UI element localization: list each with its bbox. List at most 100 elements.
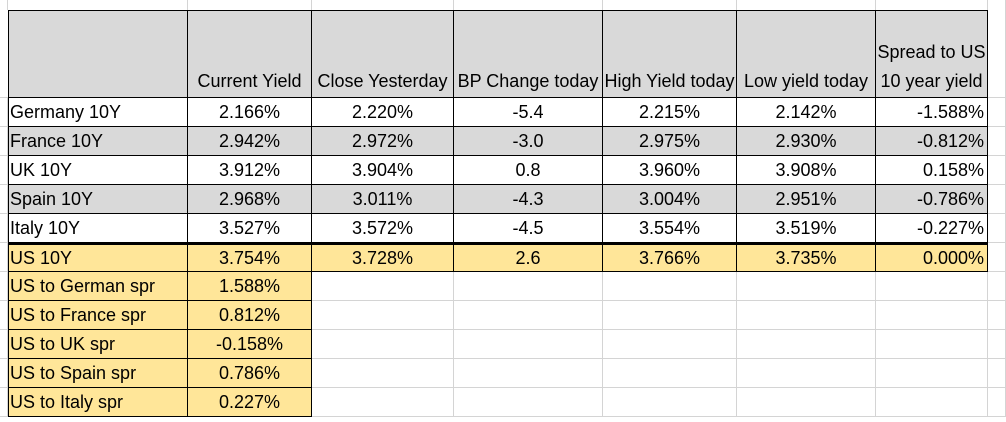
empty-cell[interactable]	[737, 388, 876, 417]
empty-cell[interactable]	[454, 388, 603, 417]
empty-cell[interactable]	[988, 185, 1006, 214]
current-yield-cell[interactable]: 2.942%	[188, 127, 312, 156]
empty-cell[interactable]	[312, 330, 454, 359]
empty-cell[interactable]	[0, 127, 8, 156]
spread-label-cell[interactable]: US to German spr	[8, 272, 188, 301]
empty-cell[interactable]	[312, 388, 454, 417]
low-yield-cell[interactable]: 2.142%	[737, 98, 876, 127]
empty-cell[interactable]	[737, 301, 876, 330]
header-cell-bp-change[interactable]: BP Change today	[454, 10, 603, 98]
spread-value-cell[interactable]: 0.227%	[188, 388, 312, 417]
high-yield-cell[interactable]: 3.554%	[603, 214, 737, 243]
empty-cell[interactable]	[0, 330, 8, 359]
empty-cell[interactable]	[988, 98, 1006, 127]
empty-cell[interactable]	[0, 388, 8, 417]
spread-cell[interactable]: -1.588%	[876, 98, 988, 127]
bp-change-cell[interactable]: -4.5	[454, 214, 603, 243]
empty-cell[interactable]	[0, 156, 8, 185]
high-yield-cell[interactable]: 2.975%	[603, 127, 737, 156]
empty-cell[interactable]	[988, 388, 1006, 417]
header-cell-high-yield[interactable]: High Yield today	[603, 10, 737, 98]
close-yesterday-cell[interactable]: 3.904%	[312, 156, 454, 185]
empty-cell[interactable]	[454, 0, 603, 10]
header-cell-low-yield[interactable]: Low yield today	[737, 10, 876, 98]
empty-cell[interactable]	[0, 185, 8, 214]
empty-cell[interactable]	[454, 301, 603, 330]
empty-cell[interactable]	[988, 127, 1006, 156]
us-close-yesterday-cell[interactable]: 3.728%	[312, 243, 454, 272]
current-yield-cell[interactable]: 2.968%	[188, 185, 312, 214]
empty-cell[interactable]	[876, 0, 988, 10]
header-cell-close-yesterday[interactable]: Close Yesterday	[312, 10, 454, 98]
empty-cell[interactable]	[737, 0, 876, 10]
empty-cell[interactable]	[876, 272, 988, 301]
empty-cell[interactable]	[312, 359, 454, 388]
us-low-yield-cell[interactable]: 3.735%	[737, 243, 876, 272]
empty-cell[interactable]	[876, 301, 988, 330]
row-name-cell[interactable]: UK 10Y	[8, 156, 188, 185]
bp-change-cell[interactable]: -3.0	[454, 127, 603, 156]
close-yesterday-cell[interactable]: 2.972%	[312, 127, 454, 156]
empty-cell[interactable]	[0, 0, 8, 10]
empty-cell[interactable]	[0, 214, 8, 243]
low-yield-cell[interactable]: 3.519%	[737, 214, 876, 243]
low-yield-cell[interactable]: 2.930%	[737, 127, 876, 156]
spread-label-cell[interactable]: US to Italy spr	[8, 388, 188, 417]
empty-cell[interactable]	[988, 301, 1006, 330]
spread-cell[interactable]: -0.227%	[876, 214, 988, 243]
low-yield-cell[interactable]: 2.951%	[737, 185, 876, 214]
empty-cell[interactable]	[454, 359, 603, 388]
us-name-cell[interactable]: US 10Y	[8, 243, 188, 272]
empty-cell[interactable]	[603, 330, 737, 359]
empty-cell[interactable]	[737, 272, 876, 301]
empty-cell[interactable]	[0, 272, 8, 301]
us-high-yield-cell[interactable]: 3.766%	[603, 243, 737, 272]
empty-cell[interactable]	[603, 272, 737, 301]
current-yield-cell[interactable]: 3.912%	[188, 156, 312, 185]
low-yield-cell[interactable]: 3.908%	[737, 156, 876, 185]
empty-cell[interactable]	[876, 388, 988, 417]
spread-value-cell[interactable]: 0.812%	[188, 301, 312, 330]
empty-cell[interactable]	[988, 0, 1006, 10]
spread-label-cell[interactable]: US to Spain spr	[8, 359, 188, 388]
empty-cell[interactable]	[188, 0, 312, 10]
spread-cell[interactable]: 0.158%	[876, 156, 988, 185]
high-yield-cell[interactable]: 3.960%	[603, 156, 737, 185]
empty-cell[interactable]	[876, 330, 988, 359]
empty-cell[interactable]	[0, 301, 8, 330]
empty-cell[interactable]	[988, 272, 1006, 301]
empty-cell[interactable]	[737, 359, 876, 388]
current-yield-cell[interactable]: 3.527%	[188, 214, 312, 243]
empty-cell[interactable]	[988, 214, 1006, 243]
empty-cell[interactable]	[988, 156, 1006, 185]
empty-cell[interactable]	[0, 10, 8, 98]
spread-value-cell[interactable]: 0.786%	[188, 359, 312, 388]
row-name-cell[interactable]: Italy 10Y	[8, 214, 188, 243]
high-yield-cell[interactable]: 2.215%	[603, 98, 737, 127]
header-cell-name[interactable]	[8, 10, 188, 98]
bp-change-cell[interactable]: -4.3	[454, 185, 603, 214]
empty-cell[interactable]	[0, 359, 8, 388]
empty-cell[interactable]	[0, 243, 8, 272]
empty-cell[interactable]	[737, 330, 876, 359]
current-yield-cell[interactable]: 2.166%	[188, 98, 312, 127]
empty-cell[interactable]	[603, 388, 737, 417]
empty-cell[interactable]	[988, 243, 1006, 272]
spread-label-cell[interactable]: US to France spr	[8, 301, 188, 330]
row-name-cell[interactable]: Spain 10Y	[8, 185, 188, 214]
close-yesterday-cell[interactable]: 3.572%	[312, 214, 454, 243]
close-yesterday-cell[interactable]: 2.220%	[312, 98, 454, 127]
us-spread-cell[interactable]: 0.000%	[876, 243, 988, 272]
empty-cell[interactable]	[876, 359, 988, 388]
empty-cell[interactable]	[8, 0, 188, 10]
us-bp-change-cell[interactable]: 2.6	[454, 243, 603, 272]
bp-change-cell[interactable]: 0.8	[454, 156, 603, 185]
empty-cell[interactable]	[312, 272, 454, 301]
empty-cell[interactable]	[603, 0, 737, 10]
empty-cell[interactable]	[312, 301, 454, 330]
empty-cell[interactable]	[454, 272, 603, 301]
header-cell-current-yield[interactable]: Current Yield	[188, 10, 312, 98]
header-cell-spread[interactable]: Spread to US 10 year yield	[876, 10, 988, 98]
empty-cell[interactable]	[312, 0, 454, 10]
spread-cell[interactable]: -0.812%	[876, 127, 988, 156]
